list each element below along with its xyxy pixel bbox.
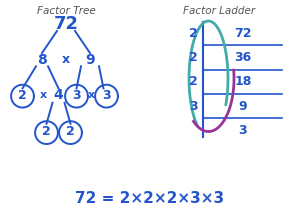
Text: 2: 2 (189, 51, 198, 64)
Text: Factor Ladder: Factor Ladder (183, 6, 255, 15)
Text: 72: 72 (53, 15, 79, 33)
Text: 3: 3 (239, 124, 247, 137)
Text: 2: 2 (189, 75, 198, 88)
Text: 2: 2 (66, 125, 75, 138)
Text: 3: 3 (189, 100, 198, 112)
Text: 18: 18 (234, 75, 252, 88)
Text: 4: 4 (54, 88, 63, 102)
Text: Factor Tree: Factor Tree (37, 6, 95, 15)
Text: 72 = 2×2×2×3×3: 72 = 2×2×2×3×3 (75, 191, 225, 206)
Text: x: x (88, 90, 95, 100)
Text: 72: 72 (234, 27, 252, 40)
Text: 36: 36 (234, 51, 252, 64)
Text: 8: 8 (37, 53, 47, 67)
Text: x: x (40, 90, 47, 100)
Text: 9: 9 (239, 100, 247, 112)
Text: 3: 3 (102, 89, 111, 101)
Text: 2: 2 (189, 27, 198, 40)
Text: 2: 2 (42, 125, 51, 138)
Text: 3: 3 (72, 89, 81, 101)
Text: 2: 2 (18, 89, 27, 101)
Text: 9: 9 (85, 53, 95, 67)
Text: x: x (62, 53, 70, 66)
